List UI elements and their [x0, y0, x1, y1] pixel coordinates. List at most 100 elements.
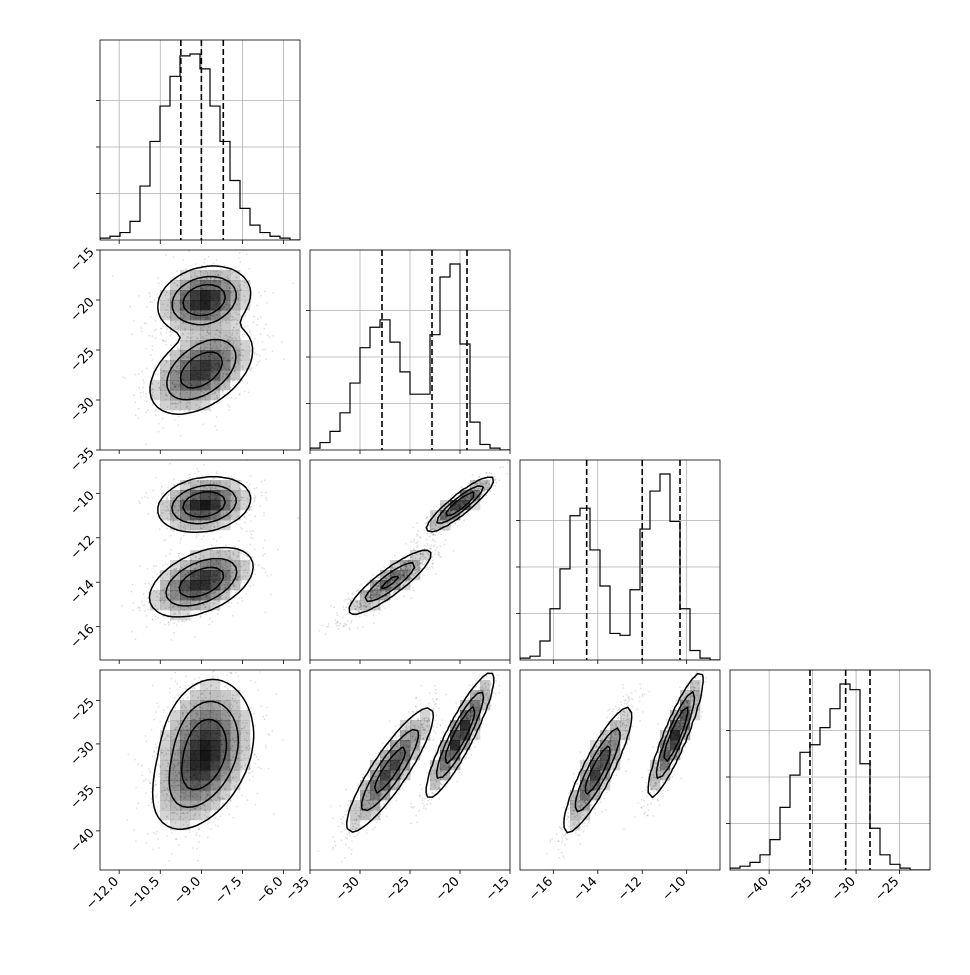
scatter-point: [256, 487, 258, 489]
scatter-point: [506, 473, 508, 475]
scatter-point: [159, 622, 161, 624]
scatter-point: [239, 252, 241, 254]
scatter-point: [160, 332, 162, 334]
scatter-point: [163, 492, 165, 494]
scatter-point: [256, 324, 258, 326]
scatter-point: [165, 254, 167, 256]
scatter-point: [277, 549, 279, 551]
scatter-point: [252, 584, 254, 586]
scatter-point: [298, 517, 300, 519]
scatter-point: [257, 318, 259, 320]
density-cell: [180, 310, 190, 320]
scatter-point: [413, 548, 415, 550]
scatter-point: [161, 493, 163, 495]
scatter-point: [262, 349, 264, 351]
density-cell: [230, 330, 240, 340]
scatter-point: [265, 611, 267, 613]
scatter-point: [205, 614, 207, 616]
scatter-point: [265, 497, 267, 499]
scatter-point: [134, 374, 136, 376]
density-cell: [210, 340, 220, 350]
scatter-point: [412, 587, 414, 589]
scatter-point: [162, 565, 164, 567]
scatter-point: [252, 341, 254, 343]
scatter-point: [127, 819, 129, 821]
scatter-point: [328, 626, 330, 628]
scatter-point: [254, 725, 256, 727]
scatter-point: [428, 568, 430, 570]
scatter-point: [256, 364, 258, 366]
density-cell: [160, 600, 170, 610]
scatter-point: [351, 620, 353, 622]
scatter-point: [490, 473, 492, 475]
scatter-point: [141, 601, 143, 603]
scatter-point: [155, 711, 157, 713]
scatter-point: [141, 497, 143, 499]
scatter-point: [172, 410, 174, 412]
scatter-point: [222, 803, 224, 805]
scatter-point: [242, 557, 244, 559]
scatter-point: [433, 545, 435, 547]
density-cell: [230, 310, 240, 320]
density-cell: [180, 400, 190, 410]
scatter-point: [423, 575, 425, 577]
scatter-point: [433, 540, 435, 542]
scatter-point: [138, 408, 140, 410]
scatter-point: [165, 539, 167, 541]
scatter-point: [148, 335, 150, 337]
scatter-point: [154, 618, 156, 620]
scatter-point: [246, 254, 248, 256]
scatter-point: [165, 340, 167, 342]
scatter-point: [281, 341, 283, 343]
scatter-point: [334, 619, 336, 621]
scatter-point: [364, 614, 366, 616]
scatter-point: [251, 506, 253, 508]
scatter-point: [179, 542, 181, 544]
scatter-point: [261, 567, 263, 569]
density-cell: [170, 610, 180, 620]
scatter-point: [163, 540, 165, 542]
scatter-point: [260, 505, 262, 507]
scatter-point: [200, 615, 202, 617]
scatter-point: [162, 326, 164, 328]
scatter-point: [151, 335, 153, 337]
scatter-point: [283, 358, 285, 360]
scatter-point: [338, 625, 340, 627]
scatter-point: [379, 613, 381, 615]
scatter-point: [142, 605, 144, 607]
scatter-point: [429, 535, 431, 537]
scatter-point: [151, 404, 153, 406]
scatter-point: [429, 545, 431, 547]
scatter-point: [155, 328, 157, 330]
scatter-point: [237, 658, 239, 660]
scatter-point: [145, 396, 147, 398]
scatter-point: [238, 540, 240, 542]
scatter-point: [413, 539, 415, 541]
scatter-point: [135, 414, 137, 416]
scatter-point: [216, 473, 218, 475]
scatter-point: [347, 593, 349, 595]
scatter-point: [266, 575, 268, 577]
scatter-point: [479, 476, 481, 478]
scatter-point: [185, 676, 187, 678]
scatter-point: [149, 295, 151, 297]
scatter-point: [420, 537, 422, 539]
scatter-point: [362, 626, 364, 628]
scatter-point: [349, 629, 351, 631]
scatter-point: [413, 541, 415, 543]
scatter-point: [185, 268, 187, 270]
density-cell: [240, 560, 250, 570]
scatter-point: [468, 482, 470, 484]
scatter-point: [218, 402, 220, 404]
scatter-point: [355, 615, 357, 617]
scatter-point: [254, 574, 256, 576]
scatter-point: [138, 500, 140, 502]
scatter-point: [494, 476, 496, 478]
scatter-point: [166, 498, 168, 500]
scatter-point: [203, 262, 205, 264]
scatter-point: [373, 614, 375, 616]
scatter-point: [432, 533, 434, 535]
scatter-point: [145, 411, 147, 413]
scatter-point: [432, 563, 434, 565]
density-cell: [200, 500, 210, 510]
